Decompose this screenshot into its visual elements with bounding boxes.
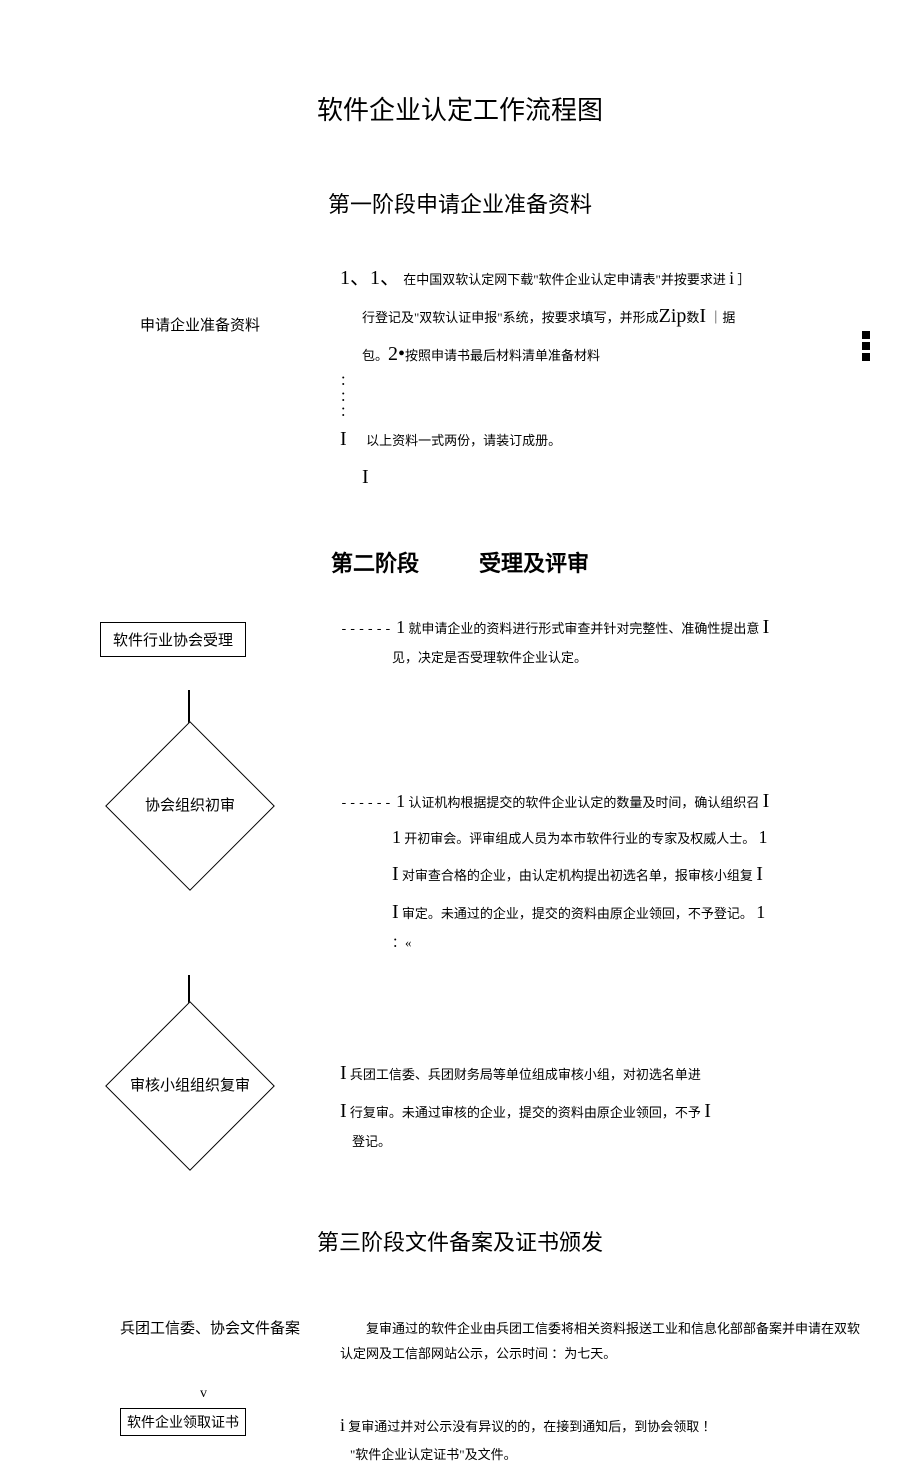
stage2-step3-diamond: 审核小组组织复审: [90, 1036, 290, 1136]
stage2: 第二阶段受理及评审 软件行业协会受理 ------ 1 就申请企业的资料进行形式…: [60, 546, 860, 1155]
stage3-step1-label: 兵团工信委、协会文件备案: [60, 1317, 340, 1341]
stage2-step1-box: 软件行业协会受理: [100, 622, 246, 657]
stage3-step2-box: 软件企业领取证书: [120, 1408, 246, 1436]
stage2-step2-desc: ------ 1 认证机构根据提交的软件企业认定的数量及时间，确认组织召 I 1…: [340, 756, 860, 955]
stage3-step1-desc: 复审通过的软件企业由兵团工信委将相关资料报送工业和信息化部部备案并申请在双软认定…: [340, 1317, 860, 1366]
chevron-down-icon: v: [200, 1386, 860, 1402]
stage2-step3-desc: I 兵团工信委、兵团财务局等单位组成审核小组，对初选名单进 I 行复审。未通过审…: [340, 1036, 860, 1155]
stage2-heading: 第二阶段受理及评审: [60, 546, 860, 578]
stage1-description: 1、1、 在中国双软认定网下载"软件企业认定申请表"并按要求进 i ］ 行登记及…: [340, 259, 860, 496]
stage1: 第一阶段申请企业准备资料 申请企业准备资料 1、1、 在中国双软认定网下载"软件…: [60, 187, 860, 496]
stage3: 第三阶段文件备案及证书颁发 兵团工信委、协会文件备案 复审通过的软件企业由兵团工…: [60, 1225, 860, 1467]
stage3-step2-desc: i 复审通过并对公示没有异议的的，在接到通知后，到协会领取 ！ "软件企业认定证…: [340, 1408, 860, 1467]
stage3-heading: 第三阶段文件备案及证书颁发: [60, 1225, 860, 1257]
decorative-squares: [862, 331, 870, 361]
stage1-heading: 第一阶段申请企业准备资料: [60, 187, 860, 219]
stage1-left-label: 申请企业准备资料: [60, 314, 340, 338]
main-title: 软件企业认定工作流程图: [60, 90, 860, 127]
stage2-step1-desc: ------ 1 就申请企业的资料进行形式审查并针对完整性、准确性提出意 I 见…: [340, 608, 860, 671]
stage2-step2-diamond: 协会组织初审: [90, 756, 290, 856]
